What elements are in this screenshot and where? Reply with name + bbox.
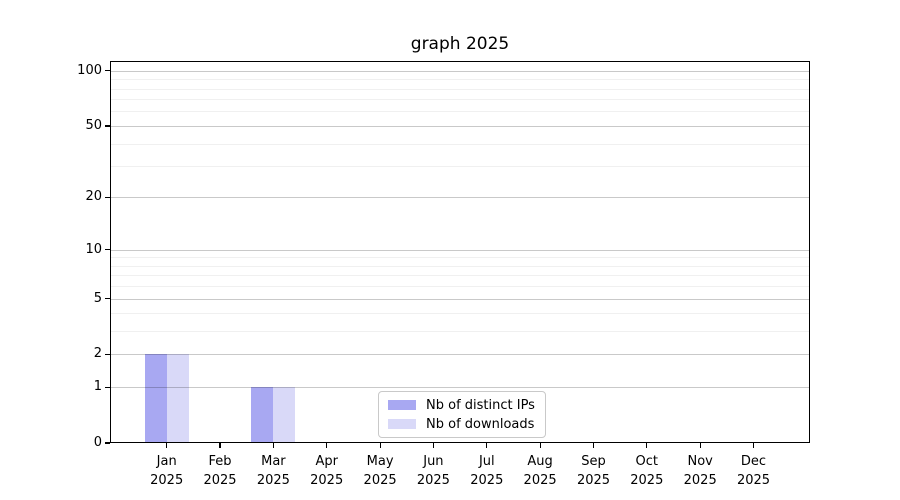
x-tick-label: Mar 2025 (243, 452, 303, 490)
gridline-minor (110, 257, 810, 259)
legend-swatch-distinct-ips (388, 400, 416, 410)
x-tick-label-year: 2025 (203, 473, 237, 488)
x-tick-label-month: Oct (635, 454, 659, 469)
y-tick-mark (104, 70, 110, 72)
x-tick-label-month: Aug (527, 454, 553, 469)
x-tick-label-year: 2025 (256, 473, 290, 488)
gridline-minor (110, 275, 810, 277)
y-tick-mark (104, 297, 110, 300)
x-tick-label-year: 2025 (683, 473, 717, 488)
gridline-minor (110, 331, 810, 333)
x-tick-label-month: Feb (208, 454, 232, 469)
x-tick-mark (592, 443, 595, 448)
bar-downloads (166, 354, 189, 443)
gridline-minor (110, 286, 810, 288)
gridline-major (110, 298, 810, 300)
x-tick-label: Feb 2025 (190, 452, 250, 490)
x-tick-mark (379, 443, 381, 448)
y-tick-mark (104, 249, 110, 251)
x-tick-label: Dec 2025 (724, 452, 784, 490)
bar-downloads (273, 387, 296, 443)
gridlines-layer (110, 61, 810, 443)
bars-layer (110, 61, 810, 443)
x-tick-label: Jun 2025 (403, 452, 463, 490)
x-tick-label: Jul 2025 (457, 452, 517, 490)
y-tick-label: 1 (93, 379, 102, 395)
plot-area (110, 61, 810, 443)
x-tick-label-year: 2025 (576, 473, 611, 488)
gridline-major (110, 70, 810, 72)
gridline-minor (110, 143, 810, 145)
x-tick-label-month: Jul (478, 454, 495, 469)
x-tick-label: Nov 2025 (670, 452, 730, 490)
legend-item-distinct-ips: Nb of distinct IPs (388, 398, 545, 413)
legend-swatch-downloads (388, 419, 416, 429)
gridline-minor (110, 166, 810, 167)
gridline-minor (110, 88, 810, 90)
gridline-minor (110, 99, 810, 101)
gridline-major (110, 249, 810, 251)
gridline-minor (110, 313, 810, 315)
x-tick-mark (539, 443, 541, 448)
y-tick-mark (104, 353, 110, 356)
x-tick-mark (272, 443, 275, 448)
bar-distinct-ips (251, 387, 274, 443)
x-tick-mark (646, 443, 648, 448)
y-tick-label: 20 (85, 189, 102, 205)
gridline-minor (110, 79, 810, 81)
x-tick-label: May 2025 (350, 452, 410, 490)
x-tick-label-year: 2025 (470, 473, 504, 488)
x-tick-mark (752, 443, 755, 448)
x-tick-label-month: May (366, 454, 394, 469)
y-tick-label: 2 (93, 346, 102, 362)
x-tick-mark (432, 443, 435, 448)
x-tick-label: Jan 2025 (137, 452, 197, 490)
y-tick-mark (104, 386, 110, 388)
legend-item-downloads: Nb of downloads (388, 417, 545, 432)
x-tick-mark (486, 443, 488, 448)
x-tick-label-month: Mar (261, 454, 286, 469)
x-tick-mark (699, 443, 701, 448)
x-tick-label-year: 2025 (523, 473, 557, 488)
gridline-major (110, 387, 810, 389)
x-tick-label-year: 2025 (736, 473, 771, 488)
x-tick-mark (219, 443, 221, 448)
bar-distinct-ips (144, 354, 167, 443)
x-tick-label-month: Apr (315, 454, 338, 469)
y-tick-label: 5 (93, 290, 102, 306)
x-tick-label-year: 2025 (416, 473, 450, 488)
x-tick-mark (166, 443, 168, 448)
y-tick-label: 50 (85, 117, 102, 133)
y-tick-mark (104, 125, 110, 127)
y-tick-mark (104, 196, 110, 199)
y-tick-label: 100 (77, 62, 102, 78)
legend-label-downloads: Nb of downloads (426, 416, 535, 432)
x-tick-label: Aug 2025 (510, 452, 570, 490)
gridline-minor (110, 265, 810, 267)
x-tick-label-month: Nov (687, 454, 713, 469)
gridline-major (110, 354, 810, 356)
x-tick-label-year: 2025 (363, 473, 397, 488)
legend: Nb of distinct IPs Nb of downloads (378, 391, 546, 438)
x-tick-label-year: 2025 (630, 473, 664, 488)
x-tick-label: Apr 2025 (297, 452, 357, 490)
x-tick-mark (326, 443, 328, 448)
gridline-minor (110, 111, 810, 113)
y-tick-mark (104, 442, 110, 444)
x-tick-label-month: Jun (423, 454, 444, 469)
x-tick-label: Oct 2025 (617, 452, 677, 490)
x-tick-label: Sep 2025 (564, 452, 624, 490)
y-tick-label: 10 (85, 241, 102, 257)
x-tick-label-year: 2025 (310, 473, 344, 488)
x-tick-label-month: Jan (156, 454, 177, 469)
x-tick-label-month: Dec (740, 454, 767, 469)
x-tick-label-month: Sep (581, 454, 606, 469)
gridline-major (110, 197, 810, 199)
gridline-major (110, 125, 810, 127)
chart-title: graph 2025 (410, 34, 510, 54)
x-tick-label-year: 2025 (150, 473, 184, 488)
legend-label-distinct-ips: Nb of distinct IPs (426, 397, 535, 413)
y-tick-label: 0 (93, 435, 102, 450)
